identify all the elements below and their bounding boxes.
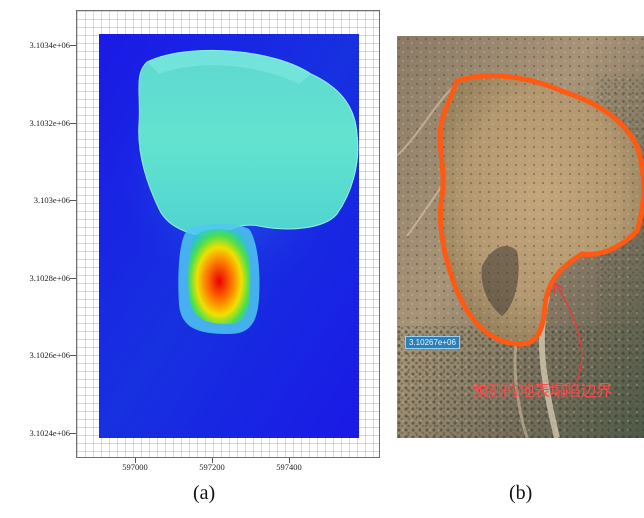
- y-tick-label: 3.1024e+06: [29, 428, 70, 438]
- y-tick-label: 3.103e+06: [33, 195, 70, 205]
- panel-a-heatmap: 3.1034e+06 3.1032e+06 3.103e+06 3.1028e+…: [29, 10, 380, 504]
- collapse-boundary-annotation: 预测的地表塌陷边界: [472, 381, 612, 400]
- subsidence-heatmap: [99, 34, 359, 438]
- coordinate-tag: 3.10267e+06: [405, 336, 460, 349]
- y-tick-label: 3.1026e+06: [29, 350, 70, 360]
- collapse-boundary: [437, 73, 644, 347]
- subsidence-peak: [188, 229, 251, 324]
- x-tick-label: 597000: [122, 462, 148, 472]
- annotation-arrow: [554, 282, 583, 382]
- x-tick-label: 597200: [199, 462, 225, 472]
- panel-b-label: (b): [509, 482, 533, 504]
- plateau-region: [138, 49, 359, 236]
- coordinate-line: [405, 349, 473, 350]
- panel-a-label: (a): [193, 482, 216, 504]
- x-tick-label: 597400: [276, 462, 302, 472]
- aerial-photo: [397, 36, 644, 438]
- y-tick-label: 3.1034e+06: [29, 40, 70, 50]
- y-tick-label: 3.1028e+06: [29, 273, 70, 283]
- panel-b-photo: 3.10267e+06 预测的地表塌陷边界: [397, 36, 644, 438]
- y-tick-label: 3.1032e+06: [29, 118, 70, 128]
